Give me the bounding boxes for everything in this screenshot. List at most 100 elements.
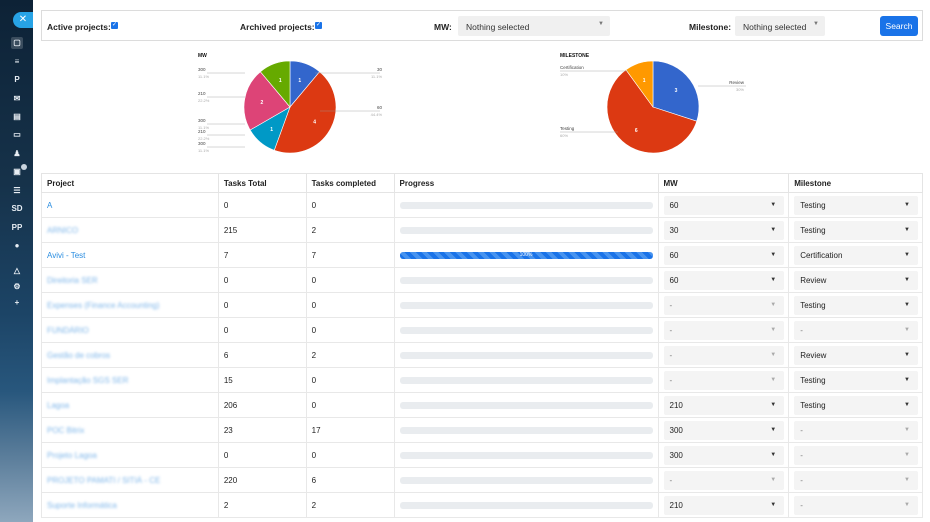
pie-slice[interactable] <box>652 60 700 122</box>
p-letter-icon[interactable]: P <box>14 75 20 84</box>
tasks-completed-cell: 0 <box>305 192 395 218</box>
milestone-cell: Review ▼ <box>788 342 923 368</box>
mw-select[interactable]: 60 ▼ <box>663 245 785 265</box>
milestone-select[interactable]: Testing ▼ <box>794 395 918 415</box>
pie-slice[interactable] <box>625 60 654 108</box>
milestone-select[interactable]: Testing ▼ <box>794 220 918 240</box>
tasks-completed-cell: 2 <box>305 492 395 518</box>
project-link[interactable]: FUNDÁRIO <box>41 317 219 343</box>
team-icon[interactable]: ♟ <box>13 149 21 158</box>
search-button[interactable]: Search <box>880 16 918 36</box>
tasks-completed-cell: 0 <box>305 292 395 318</box>
circle-chevron-icon[interactable]: ● <box>14 241 20 250</box>
project-link[interactable]: Suporte Informática <box>41 492 219 518</box>
mw-cell: - ▼ <box>657 367 790 393</box>
mw-select[interactable]: - ▼ <box>663 295 785 315</box>
milestone-filter-select[interactable]: Nothing selected ▼ <box>735 16 825 36</box>
milestone-select[interactable]: Testing ▼ <box>794 195 918 215</box>
progress-cell <box>393 417 659 443</box>
project-link[interactable]: Projeto Lagoa <box>41 442 219 468</box>
col-mw[interactable]: MW <box>657 173 790 193</box>
milestone-select[interactable]: Review ▼ <box>794 270 918 290</box>
tasks-total-cell: 15 <box>217 367 307 393</box>
chat-icon[interactable]: ▣ <box>13 167 21 176</box>
mw-filter-select[interactable]: Nothing selected ▼ <box>458 16 610 36</box>
project-link[interactable]: POC Bitrix <box>41 417 219 443</box>
tasks-total-cell: 6 <box>217 342 307 368</box>
project-link[interactable]: Gestão de cobros <box>41 342 219 368</box>
progress-bar <box>399 401 653 409</box>
archived-projects-checkbox[interactable]: ✓ <box>315 22 322 29</box>
pie-legend-percent: 10% <box>560 72 568 77</box>
inbox-icon[interactable]: ✉ <box>13 94 21 103</box>
mw-select[interactable]: 210 ▼ <box>663 395 785 415</box>
mw-select[interactable]: 60 ▼ <box>663 195 785 215</box>
milestone-select[interactable]: - ▼ <box>794 495 918 515</box>
milestone-select-value: Review <box>800 350 827 360</box>
plus-icon[interactable]: + <box>14 298 20 307</box>
project-link[interactable]: Implantação SGS SER <box>41 367 219 393</box>
milestone-select[interactable]: - ▼ <box>794 445 918 465</box>
filter-icon[interactable]: ≡ <box>14 57 20 66</box>
active-projects-checkbox[interactable]: ✓ <box>111 22 118 29</box>
tray-icon[interactable]: ▭ <box>13 130 21 139</box>
board-icon[interactable]: ▤ <box>13 112 21 121</box>
col-tasks-total[interactable]: Tasks Total <box>217 173 307 193</box>
milestone-select-value: Testing <box>800 225 826 235</box>
project-link[interactable]: ARNICO <box>41 217 219 243</box>
triangle-warning-icon[interactable]: △ <box>13 266 21 275</box>
caret-down-icon: ▼ <box>770 451 777 458</box>
col-tasks-completed[interactable]: Tasks completed <box>305 173 395 193</box>
mw-cell: 60 ▼ <box>657 242 790 268</box>
mw-select[interactable]: - ▼ <box>663 345 785 365</box>
milestone-select[interactable]: - ▼ <box>794 420 918 440</box>
project-link[interactable]: Lagoa <box>41 392 219 418</box>
milestone-cell: - ▼ <box>788 442 923 468</box>
project-link[interactable]: PROJETO PAMATI / SITIÁ - CE <box>41 467 219 493</box>
milestone-select[interactable]: - ▼ <box>794 320 918 340</box>
caret-down-icon: ▼ <box>770 376 777 383</box>
pie-slice[interactable] <box>243 71 291 131</box>
project-link[interactable]: Direitoria SER <box>41 267 219 293</box>
milestone-cell: Testing ▼ <box>788 392 923 418</box>
milestone-select[interactable]: Certification ▼ <box>794 245 918 265</box>
milestone-select[interactable]: Testing ▼ <box>794 295 918 315</box>
pie-legend-label: 300 <box>198 67 206 72</box>
sd-letters-icon[interactable]: SD <box>11 204 23 213</box>
pie-slice[interactable] <box>606 69 698 154</box>
pp-letters-icon[interactable]: PP <box>11 223 23 232</box>
project-link[interactable]: A <box>41 192 219 218</box>
mw-select-value: 60 <box>669 200 679 210</box>
pie-legend-percent: 22.2% <box>198 136 210 141</box>
milestone-select[interactable]: - ▼ <box>794 470 918 490</box>
milestone-select[interactable]: Review ▼ <box>794 345 918 365</box>
milestone-select[interactable]: Testing ▼ <box>794 370 918 390</box>
mw-select[interactable]: - ▼ <box>663 470 785 490</box>
col-progress[interactable]: Progress <box>393 173 659 193</box>
progress-cell <box>393 292 659 318</box>
gear-icon[interactable]: ⚙ <box>13 282 21 291</box>
close-icon[interactable]: ✕ <box>13 12 33 28</box>
col-milestone[interactable]: Milestone <box>788 173 923 193</box>
caret-down-icon: ▼ <box>770 226 777 233</box>
table-row: FUNDÁRIO 0 0- ▼ - ▼ <box>41 317 923 343</box>
tasks-completed-cell: 6 <box>305 467 395 493</box>
mw-select[interactable]: - ▼ <box>663 320 785 340</box>
project-link[interactable]: Expenses (Finance Accounting) <box>41 292 219 318</box>
mw-select-value: - <box>669 325 673 335</box>
mw-select[interactable]: 300 ▼ <box>663 420 785 440</box>
caret-down-icon: ▼ <box>904 376 910 383</box>
caret-down-icon: ▼ <box>770 401 777 408</box>
document-icon[interactable]: ☰ <box>13 186 21 195</box>
pie-slice[interactable] <box>260 60 291 108</box>
pie-slice[interactable] <box>273 71 337 154</box>
table-row: POC Bitrix 23 17 300 ▼ - ▼ <box>41 417 923 443</box>
col-project[interactable]: Project <box>41 173 219 193</box>
project-link[interactable]: Avivi - Test <box>41 242 219 268</box>
mw-select[interactable]: 30 ▼ <box>663 220 785 240</box>
mw-select[interactable]: - ▼ <box>663 370 785 390</box>
mw-select[interactable]: 60 ▼ <box>663 270 785 290</box>
mw-select[interactable]: 210 ▼ <box>663 495 785 515</box>
monitor-icon[interactable]: ▢ <box>11 37 23 49</box>
mw-select[interactable]: 300 ▼ <box>663 445 785 465</box>
